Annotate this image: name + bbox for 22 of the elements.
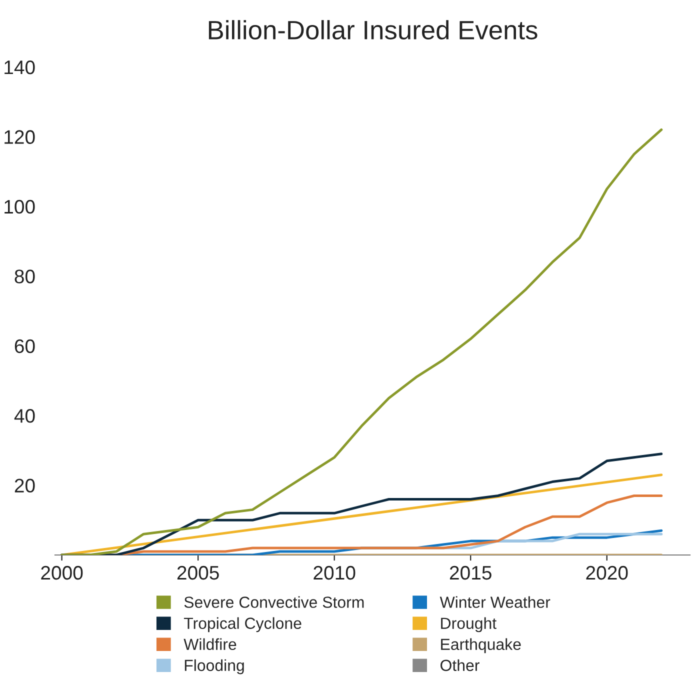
x-tick-label: 2015 [450,566,492,580]
x-tick-label: 2010 [314,566,356,580]
legend-label: Severe Convective Storm [184,596,364,608]
x-tick-label: 2020 [586,566,628,580]
y-tick-label: 20 [14,478,35,493]
x-tick-label: 2000 [41,566,83,580]
legend-label: Other [440,659,480,672]
y-tick-label: 100 [4,200,35,214]
y-tick-label: 120 [4,130,35,144]
y-tick-label: 60 [14,339,35,354]
legend-label: Drought [441,617,496,632]
y-tick-label: 40 [14,409,35,423]
chart-title: Billion-Dollar Insured Events [208,20,538,40]
y-tick-label: 80 [14,270,35,284]
y-tick-label: 140 [4,60,35,74]
legend-label: Flooding [184,659,244,674]
legend-label: Winter Weather [440,596,550,608]
x-tick-label: 2005 [177,566,219,580]
legend-label: Earthquake [441,638,521,654]
legend-label: Tropical Cyclone [184,617,302,632]
line-series [60,128,663,555]
legend-label: Wildfire [184,638,236,650]
